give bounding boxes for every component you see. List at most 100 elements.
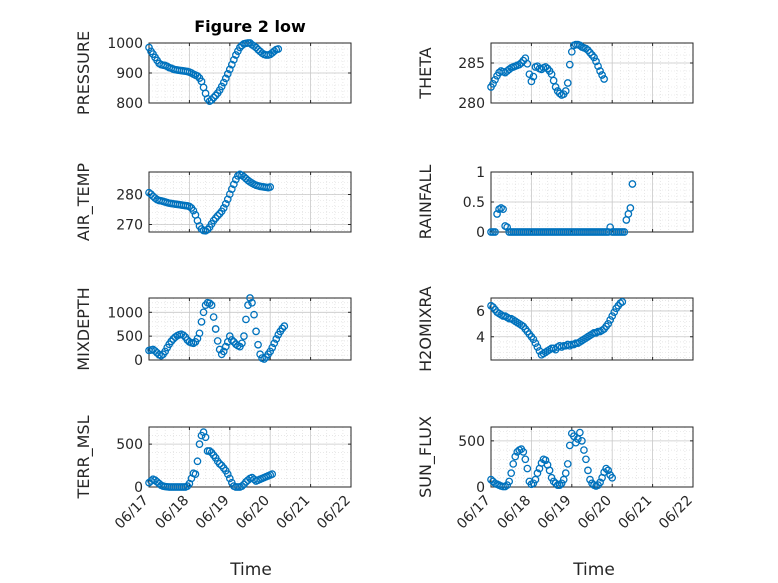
data-point bbox=[250, 310, 258, 319]
data-point bbox=[602, 464, 610, 473]
data-point bbox=[225, 65, 234, 74]
data-point bbox=[596, 67, 604, 75]
data-point bbox=[505, 477, 514, 486]
x-axis-label-left: Time bbox=[229, 560, 272, 580]
data-point bbox=[147, 190, 155, 199]
data-point bbox=[223, 470, 232, 478]
data-point bbox=[600, 75, 608, 83]
y-tick-label: 280 bbox=[116, 188, 143, 204]
x-axis-label-right: Time bbox=[572, 560, 615, 580]
y-tick-label: 500 bbox=[458, 434, 485, 450]
data-point bbox=[268, 343, 277, 352]
data-point bbox=[626, 204, 635, 212]
data-point bbox=[252, 43, 260, 52]
data-point bbox=[270, 339, 279, 348]
data-point bbox=[215, 460, 224, 468]
data-point bbox=[145, 43, 153, 52]
axes-box-air_temp bbox=[148, 171, 352, 233]
data-point bbox=[217, 82, 226, 91]
data-point bbox=[221, 74, 230, 83]
data-point bbox=[505, 65, 514, 74]
data-point bbox=[598, 71, 606, 79]
data-point bbox=[529, 479, 538, 488]
data-point bbox=[576, 428, 584, 437]
data-point bbox=[254, 340, 262, 349]
axes-box-terr_msl bbox=[148, 426, 352, 488]
data-point bbox=[244, 301, 252, 310]
data-point bbox=[511, 452, 520, 461]
axes-box-mixdepth bbox=[148, 297, 352, 361]
data-point bbox=[489, 79, 497, 88]
data-point bbox=[242, 315, 250, 324]
data-point bbox=[161, 347, 170, 356]
subplot-mixdepth: 0 500 1000 MIXDEPTH bbox=[74, 287, 352, 371]
subplot-rainfall: 0 0.5 1 RAINFALL bbox=[416, 165, 694, 241]
y-tick-label: 0 bbox=[476, 480, 485, 496]
data-point bbox=[248, 298, 256, 307]
y-tick-label: 800 bbox=[116, 96, 143, 112]
data-point bbox=[179, 331, 188, 340]
data-point bbox=[551, 83, 560, 91]
data-point bbox=[227, 185, 236, 193]
data-point bbox=[260, 355, 268, 363]
data-point bbox=[240, 332, 248, 341]
data-point bbox=[270, 47, 279, 55]
data-point bbox=[525, 70, 534, 79]
y-tick-label: 500 bbox=[116, 437, 143, 453]
data-point bbox=[211, 325, 220, 333]
data-point bbox=[600, 468, 608, 477]
data-point bbox=[582, 455, 590, 464]
data-point bbox=[209, 93, 218, 102]
data-point bbox=[565, 60, 574, 69]
subplot-air_temp: 270 280 AIR_TEMP bbox=[74, 163, 352, 241]
data-point bbox=[195, 329, 204, 338]
data-point bbox=[533, 343, 542, 351]
data-point bbox=[608, 312, 617, 320]
data-point bbox=[221, 342, 230, 351]
data-point bbox=[503, 223, 512, 232]
data-point bbox=[594, 62, 602, 71]
data-point bbox=[266, 183, 275, 191]
y-tick-label: 280 bbox=[458, 96, 485, 112]
data-point bbox=[533, 469, 542, 478]
data-point bbox=[274, 45, 283, 53]
data-point bbox=[193, 457, 202, 466]
y-tick-label: 0 bbox=[476, 225, 485, 241]
data-point bbox=[246, 294, 254, 302]
y-tick-label: 1000 bbox=[107, 305, 143, 321]
subplot-h2omixra: 4 6 H2OMIXRA bbox=[416, 286, 694, 372]
data-point bbox=[227, 336, 236, 344]
data-point bbox=[578, 436, 586, 445]
data-point bbox=[561, 469, 570, 478]
data-point bbox=[584, 466, 592, 475]
data-point bbox=[225, 474, 234, 483]
y-axis-label-mixdepth: MIXDEPTH bbox=[74, 287, 93, 370]
subplot-theta: 280 285 THETA bbox=[416, 40, 694, 112]
data-point bbox=[227, 60, 236, 69]
data-point bbox=[213, 337, 222, 345]
data-point bbox=[586, 475, 594, 484]
y-tick-label: 500 bbox=[116, 329, 143, 345]
y-tick-label: 0.5 bbox=[463, 195, 485, 211]
data-point bbox=[280, 322, 289, 330]
data-point bbox=[205, 447, 214, 455]
data-point bbox=[608, 473, 617, 482]
data-point bbox=[197, 317, 206, 326]
data-point bbox=[620, 228, 629, 236]
data-point bbox=[199, 308, 208, 317]
data-point bbox=[519, 448, 528, 456]
data-point bbox=[582, 44, 590, 53]
data-point bbox=[272, 335, 281, 343]
y-axis-label-theta: THETA bbox=[416, 47, 435, 99]
data-point bbox=[507, 469, 516, 478]
data-point bbox=[209, 313, 218, 321]
data-point bbox=[205, 299, 214, 308]
data-point bbox=[225, 332, 234, 341]
data-point bbox=[610, 308, 619, 317]
axes-box-theta bbox=[490, 42, 694, 104]
data-point bbox=[561, 87, 570, 95]
data-point bbox=[201, 433, 210, 442]
y-tick-label: 270 bbox=[116, 218, 143, 234]
